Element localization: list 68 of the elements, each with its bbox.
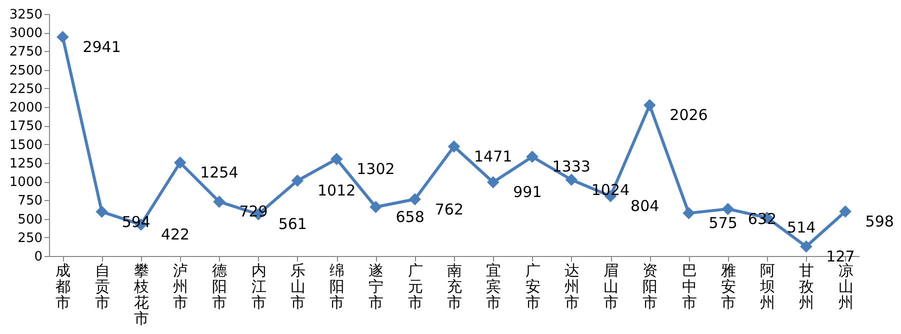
y-tick-label: 3000: [9, 26, 42, 42]
y-tick-label: 0: [34, 250, 42, 264]
x-tick-label: 攀枝花市: [132, 262, 149, 328]
y-tick-label: 2750: [9, 44, 42, 60]
point: [682, 207, 695, 220]
data-label: 1012: [317, 182, 356, 200]
data-label: 1254: [200, 164, 238, 182]
x-tick-label: 泸州市: [173, 262, 188, 312]
data-label: 2941: [82, 38, 121, 56]
x-tick-label: 绵阳市: [330, 262, 345, 312]
data-label: 1302: [356, 160, 395, 178]
data-label: 422: [160, 226, 190, 244]
point: [526, 150, 538, 163]
point: [370, 200, 382, 214]
x-tick-label: 阿坝州: [759, 262, 776, 312]
x-tick-label: 南充市: [447, 262, 462, 312]
point: [174, 156, 186, 169]
y-tick-label: 1750: [9, 119, 42, 134]
point: [722, 202, 734, 216]
y-tick-label: 1250: [9, 156, 42, 172]
y-tick-label: 1500: [9, 138, 42, 153]
data-label: 1471: [474, 147, 512, 166]
data-label: 514: [787, 218, 816, 237]
y-tick-label: 500: [18, 212, 42, 228]
data-label: 804: [630, 197, 660, 216]
y-tick-label: 2000: [9, 100, 42, 116]
y-tick-label: 2250: [9, 82, 42, 97]
x-tick-label: 巴中市: [682, 262, 697, 312]
data-label: 1333: [552, 158, 590, 176]
x-tick-label: 眉山市: [604, 262, 619, 312]
data-label: 575: [708, 214, 738, 232]
point: [448, 140, 460, 153]
x-tick-label: 甘孜州: [799, 262, 814, 312]
x-tick-label: 乐山市: [290, 262, 306, 312]
data-label: 2026: [670, 106, 708, 124]
point: [213, 196, 226, 208]
y-tick-label: 1000: [9, 175, 42, 190]
point: [56, 30, 69, 44]
point: [330, 152, 343, 166]
data-label: 658: [396, 208, 424, 226]
x-tick-label: 自贡市: [94, 262, 110, 312]
x-tick-label: 雅安市: [720, 262, 736, 312]
point: [291, 174, 304, 187]
x-tick-label: 宜宾市: [486, 262, 502, 312]
x-tick-label: 德阳市: [212, 262, 228, 312]
y-tick-label: 250: [18, 230, 42, 246]
x-tick-label: 成都市: [56, 262, 71, 312]
point: [565, 174, 578, 186]
data-label: 991: [513, 183, 542, 202]
data-label: 762: [434, 200, 464, 218]
x-tick-label: 遂宁市: [368, 262, 384, 312]
point: [96, 206, 108, 218]
point: [839, 205, 852, 218]
x-tick-label: 资阳市: [642, 262, 658, 312]
y-tick-label: 3250: [9, 8, 42, 22]
x-tick-label: 广元市: [408, 262, 423, 312]
y-tick-label: 2500: [9, 63, 42, 78]
point: [800, 240, 812, 253]
data-label: 598: [865, 212, 894, 230]
x-tick-label: 广安市: [525, 262, 540, 312]
point: [408, 193, 421, 206]
data-label: 561: [278, 215, 307, 234]
data-label: 594: [122, 212, 150, 231]
x-tick-label: 内江市: [251, 262, 266, 312]
y-tick-label: 750: [18, 194, 42, 209]
x-tick-label: 达州市: [564, 262, 580, 312]
point: [487, 176, 500, 188]
point: [644, 99, 656, 112]
